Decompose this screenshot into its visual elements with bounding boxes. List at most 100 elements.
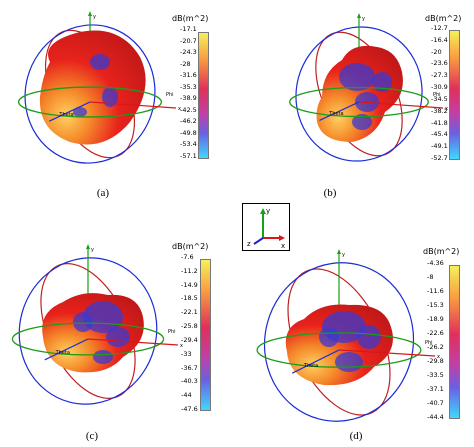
colorbar-tick-label: -8 xyxy=(427,273,434,281)
colorbar-tick-label: -37.1 xyxy=(427,385,444,393)
colorbar xyxy=(449,265,460,419)
colorbar-tick-label: -28 xyxy=(180,59,191,68)
z-axis-line xyxy=(291,349,340,374)
colorbar-tick-label: -16.4 xyxy=(431,35,448,44)
phi-label: Phi xyxy=(425,340,433,346)
x-axis-line xyxy=(338,349,436,357)
radiation-pattern-d: y x Phi Theta xyxy=(256,249,440,422)
pattern-null-region xyxy=(335,352,363,372)
pattern-null-region xyxy=(357,325,381,349)
elevation-ring xyxy=(295,26,423,162)
colorbar-tick-label: -25.8 xyxy=(181,322,198,331)
colorbar-tick-label: -17.1 xyxy=(180,25,197,33)
x-axis-line xyxy=(87,338,179,346)
pattern-null-region xyxy=(83,301,123,333)
pattern-null-region xyxy=(339,63,375,91)
colorbar-tick-label: -38.2 xyxy=(431,106,448,115)
colorbar-tick-label: -20.7 xyxy=(180,36,197,45)
colorbar-tick-label: -26.2 xyxy=(427,343,444,351)
x-axis-line xyxy=(89,101,177,109)
x-axis-line xyxy=(358,101,444,109)
colorbar-tick-label: -15.3 xyxy=(427,301,444,309)
colorbar-tick-label: -33 xyxy=(181,349,192,358)
phi-label: Phi xyxy=(166,92,174,98)
z-axis-line xyxy=(319,101,360,121)
colorbar-tick-label: -52.7 xyxy=(431,154,448,162)
x-axis-label: x xyxy=(445,106,448,112)
y-axis-arrow xyxy=(337,249,341,254)
elevation-ring xyxy=(263,262,415,422)
radiation-pattern-c: y x Phi Theta xyxy=(11,244,183,405)
phi-ring xyxy=(289,86,429,118)
axis-y-label: y xyxy=(266,207,270,215)
phi-ring xyxy=(256,332,422,368)
colorbar-tick-label: -40.7 xyxy=(427,399,444,407)
y-axis-label: y xyxy=(342,252,345,258)
colorbar-tick-label: -44.4 xyxy=(427,413,444,421)
theta-label: Theta xyxy=(55,350,70,356)
colorbar xyxy=(198,32,209,159)
colorbar-title: dB(m^2) xyxy=(425,14,462,23)
pattern-lobe xyxy=(285,304,393,386)
panel-caption: (a) xyxy=(96,187,110,199)
panel-a: y x Phi Theta dB(m^2) -17.1 -20.7 -24.3 -28 -31… xyxy=(0,0,237,205)
y-axis-label: y xyxy=(362,16,365,22)
z-axis-line xyxy=(48,101,91,122)
colorbar-tick-label: -45.4 xyxy=(431,130,448,139)
y-axis-arrow xyxy=(88,11,92,16)
axis-x-label: x xyxy=(281,242,285,250)
axis-triad-inset: y x z xyxy=(242,203,290,251)
colorbar-tick-label: -22.6 xyxy=(427,329,444,337)
theta-label: Theta xyxy=(328,111,343,117)
pattern-null-region xyxy=(73,312,93,332)
colorbar-tick-label: -29.4 xyxy=(181,335,198,344)
panel-caption: (d) xyxy=(349,430,363,442)
y-axis-label: y xyxy=(93,14,96,20)
theta-label: Theta xyxy=(58,112,73,118)
y-axis-arrow xyxy=(357,13,361,18)
colorbar-tick-label: -35.3 xyxy=(180,82,197,91)
colorbar-tick-label: -12.7 xyxy=(431,24,448,32)
colorbar-tick-label: -30.9 xyxy=(431,83,448,92)
colorbar-title: dB(m^2) xyxy=(423,247,460,256)
x-axis-label: x xyxy=(178,106,181,112)
elevation-ring xyxy=(18,257,158,405)
pattern-null-region xyxy=(90,54,110,70)
y-axis-arrow xyxy=(86,244,90,249)
colorbar-tick-label: -44 xyxy=(181,391,192,400)
phi-label: Phi xyxy=(433,92,441,98)
colorbar-tick-label: -40.3 xyxy=(181,377,198,386)
y-axis-label: y xyxy=(91,247,94,253)
panel-d: y x Phi Theta dB(m^2) -4.36 -8 -11.6 -15.3 -18.… xyxy=(237,222,474,447)
colorbar-tick-label: -20 xyxy=(431,47,442,56)
pattern-null-region xyxy=(319,327,339,347)
colorbar-tick-label: -47.6 xyxy=(181,405,198,413)
x-axis-label: x xyxy=(437,354,440,360)
colorbar-tick-label: -33.5 xyxy=(427,371,444,379)
colorbar-tick-label: -11.6 xyxy=(427,287,444,295)
radiation-pattern-a: y x Phi Theta xyxy=(17,11,181,164)
pattern-null-region xyxy=(73,107,87,117)
colorbar-tick-label: -42.5 xyxy=(180,105,197,114)
colorbar-tick-label: -31.6 xyxy=(180,71,197,80)
colorbar-tick-label: -27.3 xyxy=(431,71,448,80)
colorbar-tick-label: -49.1 xyxy=(431,142,448,151)
colorbar xyxy=(449,30,460,160)
pattern-null-region xyxy=(102,87,118,107)
elevation-ring xyxy=(24,24,156,164)
x-axis-label: x xyxy=(180,343,183,349)
panel-caption: (c) xyxy=(85,430,99,442)
pattern-null-region xyxy=(372,72,392,92)
colorbar-tick-label: -38.9 xyxy=(180,94,197,103)
colorbar-tick-label: -36.7 xyxy=(181,363,198,372)
phi-ring xyxy=(17,86,163,118)
colorbar-tick-label: -11.2 xyxy=(181,266,198,275)
colorbar-title: dB(m^2) xyxy=(172,14,209,23)
pattern-lobe xyxy=(316,45,403,143)
colorbar-tick-label: -18.9 xyxy=(427,315,444,323)
colorbar-tick-label: -23.6 xyxy=(431,59,448,68)
pattern-null-region xyxy=(93,350,113,364)
colorbar-tick-label: -24.3 xyxy=(180,48,197,57)
phi-ring xyxy=(11,322,165,356)
colorbar-tick-label: -49.8 xyxy=(180,128,197,137)
